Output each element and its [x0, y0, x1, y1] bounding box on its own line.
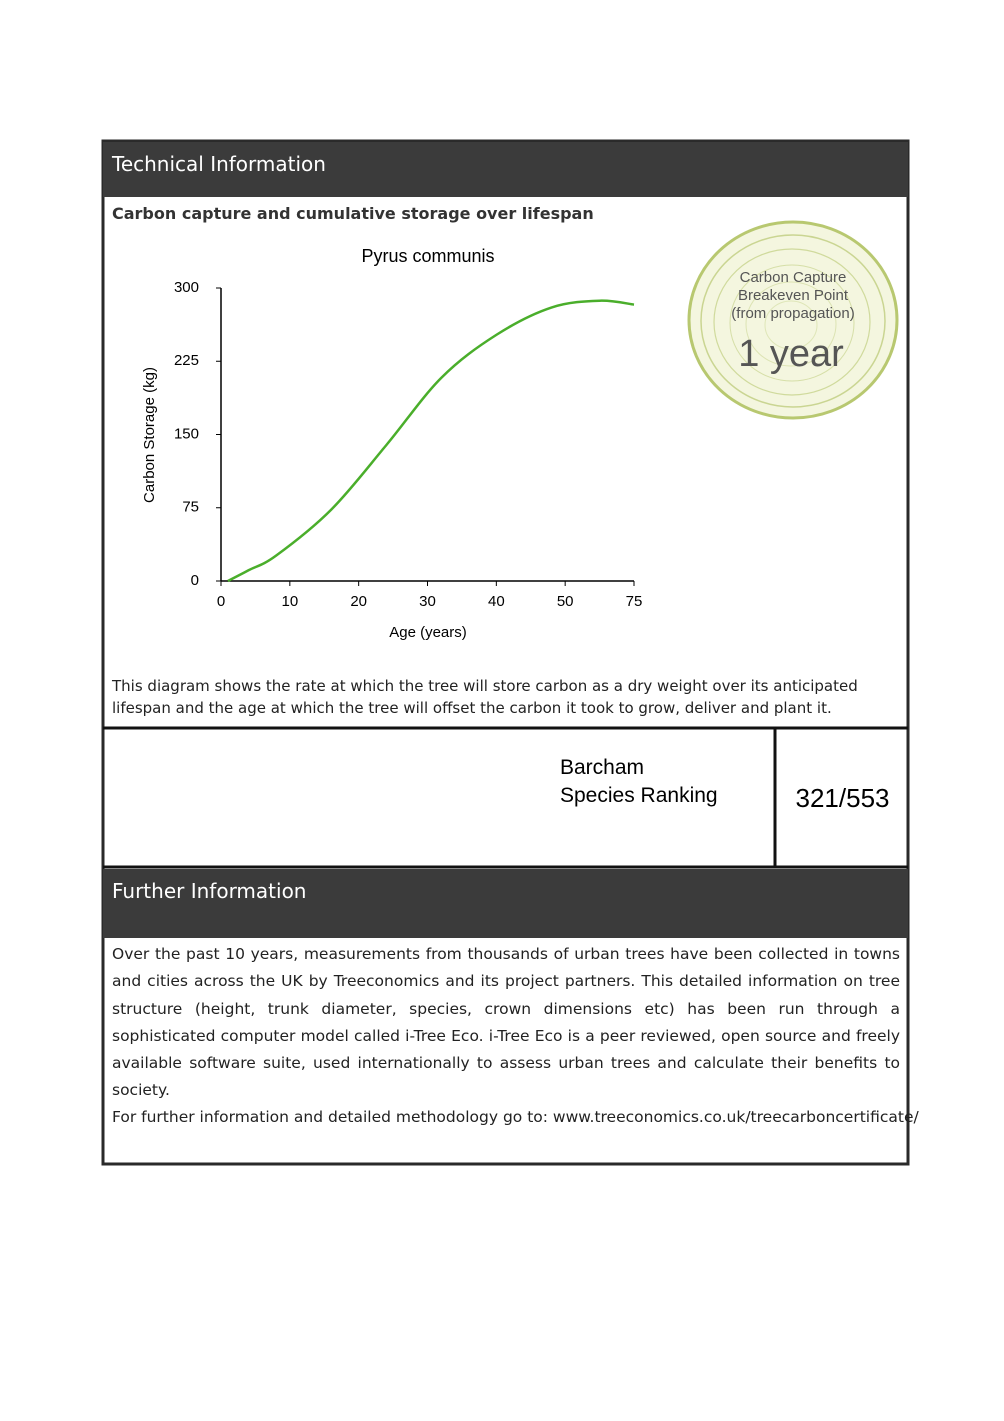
x-tick-label: 40 — [488, 593, 505, 610]
series-line — [227, 299, 635, 583]
x-tick-label: 75 — [626, 593, 643, 610]
y-tick-label: 0 — [191, 572, 199, 589]
x-tick-label: 50 — [557, 593, 574, 610]
y-tick-label: 300 — [174, 279, 199, 296]
paragraph: Over the past 10 years, measurements fro… — [112, 945, 900, 1100]
x-axis-label: Age (years) — [389, 624, 467, 641]
badge-rings — [687, 220, 899, 420]
y-tick-label: 150 — [174, 425, 199, 442]
x-tick-label: 0 — [217, 593, 225, 610]
badge-line: Breakeven Point — [738, 287, 849, 304]
description: This diagram shows the rate at which the… — [112, 677, 858, 717]
y-axis-label: Carbon Storage (kg) — [141, 367, 158, 503]
badge-value: 1 year — [738, 333, 844, 375]
ranking-label-line: Species Ranking — [560, 784, 718, 807]
ranking-label-line: Barcham — [560, 756, 645, 779]
section-subtitle: Carbon capture and cumulative storage ov… — [112, 204, 594, 223]
badge-line: Carbon Capture — [740, 269, 847, 286]
ranking-value: 321/553 — [795, 783, 890, 813]
chart-title: Pyrus communis — [361, 246, 494, 266]
ranking-label: Barcham Species Ranking — [560, 754, 718, 810]
section-header: Technical Information — [103, 142, 908, 197]
x-tick-label: 10 — [281, 593, 298, 610]
x-tick-label: 20 — [350, 593, 367, 610]
outer-frame — [101, 139, 910, 1166]
badge-line: (from propagation) — [731, 305, 854, 322]
y-tick-label: 75 — [182, 499, 199, 516]
y-tick-label: 225 — [174, 352, 199, 369]
x-tick-label: 30 — [419, 593, 436, 610]
section-header: Further Information — [103, 869, 908, 938]
paragraph: For further information and detailed met… — [112, 1108, 919, 1126]
